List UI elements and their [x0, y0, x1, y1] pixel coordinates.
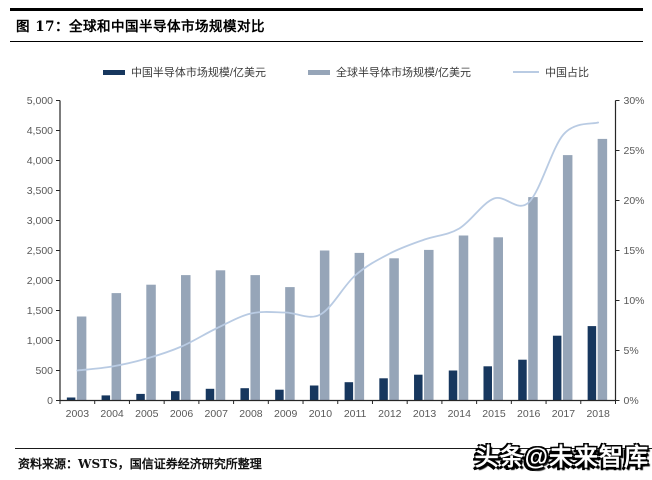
bar-china-2008	[240, 388, 249, 401]
x-tick-label-2006: 2006	[170, 408, 194, 420]
bar-global-2006	[181, 275, 191, 401]
legend-label-china-share: 中国占比	[545, 67, 590, 79]
bar-global-2004	[111, 293, 122, 401]
x-tick-label-2012: 2012	[378, 408, 402, 420]
china-share-line-swatch-icon	[513, 71, 540, 73]
bar-global-2018	[597, 138, 608, 401]
semiconductor-market-chart: 0 500 1,000 1,500 2,000 2,500 3,000 3,500 4,000 4…	[27, 95, 645, 420]
right-tick-label: 20%	[624, 195, 645, 207]
legend-item-china-share-line: 中国占比	[513, 64, 589, 80]
x-tick-label-2016: 2016	[517, 408, 541, 420]
bar-global-2012	[389, 258, 399, 401]
bar-china-2009	[275, 389, 284, 401]
x-tick-label-2010: 2010	[309, 408, 333, 420]
left-tick-label: 1,500	[27, 305, 53, 317]
right-tick-label: 10%	[624, 295, 645, 307]
left-tick-label: 5,000	[27, 95, 53, 107]
watermark: 头条@未来智库	[474, 444, 649, 471]
x-tick-label-2004: 2004	[100, 408, 124, 420]
right-tick-label: 15%	[624, 245, 645, 257]
bar-china-2014	[448, 370, 458, 401]
bar-china-2011	[344, 382, 354, 401]
x-tick-label-2018: 2018	[586, 408, 610, 420]
legend-label-china-bars: 中国半导体市场规模/亿美元	[130, 67, 266, 79]
bar-china-2015	[483, 366, 492, 401]
right-tick-label: 0%	[624, 395, 639, 407]
right-tick-label: 30%	[624, 95, 645, 107]
figure-title-bar: 图 17：全球和中国半导体市场规模对比	[10, 8, 643, 42]
x-tick-label-2017: 2017	[552, 408, 576, 420]
x-tick-label-2011: 2011	[344, 408, 367, 420]
bar-china-2003	[66, 397, 76, 401]
bar-china-2005	[136, 393, 145, 401]
left-tick-label: 2,000	[27, 275, 53, 287]
bar-global-2013	[424, 249, 434, 401]
x-tick-label-2005: 2005	[135, 408, 159, 420]
x-tick-label-2009: 2009	[274, 408, 298, 420]
x-tick-label-2014: 2014	[448, 408, 472, 420]
x-tick-label-2008: 2008	[239, 408, 263, 420]
bar-china-2016	[518, 359, 527, 401]
bar-global-2005	[146, 284, 156, 401]
bar-global-2016	[528, 197, 538, 401]
bar-china-2007	[205, 388, 215, 401]
x-tick-label-2007: 2007	[205, 408, 229, 420]
legend-item-global-bars: 全球半导体市场规模/亿美元	[308, 64, 471, 80]
bar-global-2009	[285, 287, 295, 401]
left-tick-label: 3,000	[27, 215, 53, 227]
bar-global-2008	[250, 275, 260, 401]
bar-china-2012	[379, 378, 388, 401]
bar-china-2018	[587, 326, 597, 401]
right-tick-label: 25%	[624, 145, 645, 157]
bar-china-2013	[414, 374, 423, 401]
bar-china-2006	[171, 391, 180, 401]
bar-global-2015	[493, 237, 503, 401]
bar-china-2004	[101, 395, 111, 401]
chart-legend: 中国半导体市场规模/亿美元 全球半导体市场规模/亿美元 中国占比	[0, 62, 652, 82]
legend-label-global-bars: 全球半导体市场规模/亿美元	[336, 67, 472, 79]
left-tick-label: 1,000	[27, 335, 53, 347]
source-row: 资料来源：WSTS，国信证券经济研究所整理	[15, 448, 652, 473]
left-tick-label: 3,500	[27, 185, 53, 197]
source-note: 资料来源：WSTS，国信证券经济研究所整理	[18, 457, 262, 471]
legend-item-china-bars: 中国半导体市场规模/亿美元	[102, 64, 266, 80]
left-tick-label: 500	[35, 365, 53, 377]
bar-global-2007	[215, 270, 226, 401]
bar-global-2014	[458, 235, 469, 401]
bar-global-2011	[354, 252, 365, 401]
left-tick-label: 0	[47, 395, 53, 407]
figure-title: 图 17：全球和中国半导体市场规模对比	[16, 19, 265, 35]
bar-global-2003	[76, 316, 87, 401]
x-tick-label-2013: 2013	[413, 408, 437, 420]
left-tick-label: 4,500	[27, 125, 53, 137]
bar-global-2010	[319, 250, 330, 401]
right-tick-label: 5%	[624, 345, 639, 357]
x-tick-label-2003: 2003	[66, 408, 90, 420]
bar-global-2017	[562, 155, 573, 401]
china-share-line	[76, 121, 600, 372]
bar-china-2010	[309, 385, 319, 401]
left-tick-label: 2,500	[27, 245, 53, 257]
bar-china-2017	[552, 335, 562, 401]
x-tick-label-2015: 2015	[482, 408, 506, 420]
left-tick-label: 4,000	[27, 155, 53, 167]
china-bar-swatch-icon	[102, 69, 125, 75]
global-bar-swatch-icon	[308, 69, 330, 75]
